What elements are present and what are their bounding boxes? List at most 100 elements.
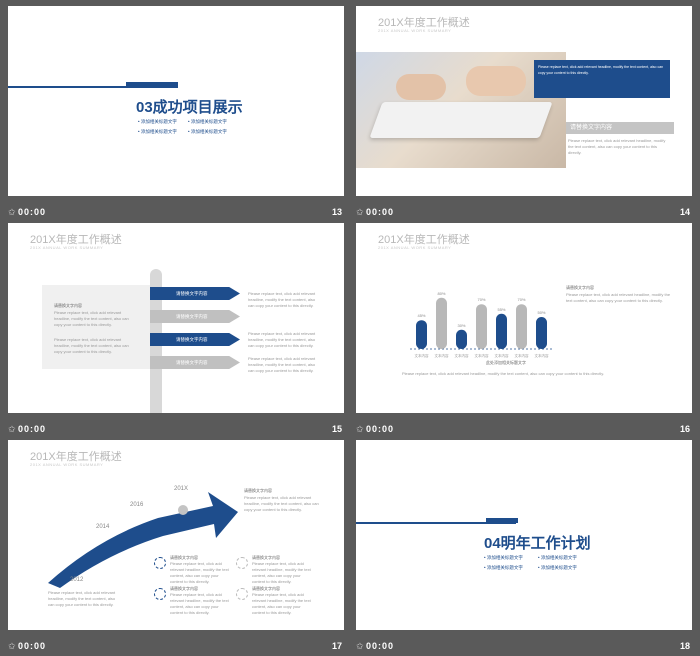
body-text: Please replace text, click add relevant … [54, 337, 129, 354]
side-heading: 请替换文字内容 [566, 285, 594, 290]
star-icon: ✩ [8, 207, 16, 217]
star-icon: ✩ [8, 641, 16, 651]
slide-title: 201X年度工作概述 [30, 451, 122, 463]
body-text: Please replace text, click add relevant … [252, 561, 311, 584]
slide-number: 14 [679, 207, 690, 217]
bar-chart: 45% 文本内容 80% 文本内容 30% 文本内容 70% 文本内容 55% 文本内容 70% 文本… [410, 291, 552, 358]
slide-13[interactable]: 03成功项目展示 • 添加相关标题文字 • 添加相关标题文字 • 添加相关标题文… [8, 6, 344, 196]
section-title: 04明年工作计划 [484, 535, 591, 552]
slide-footer: ✩ 00:00 13 [8, 203, 344, 222]
slide-footer: ✩ 00:00 17 [8, 637, 344, 656]
data-label: 55% [497, 307, 505, 312]
slide-timing: 00:00 [366, 641, 395, 651]
slide-title: 201X年度工作概述 [378, 17, 470, 29]
year-label: 2012 [70, 577, 84, 583]
item-heading: 请替换文字内容 [244, 488, 272, 493]
text-box-blue: Please replace text, click add relevant … [534, 60, 670, 98]
body-text: Please replace text, click add relevant … [538, 65, 664, 75]
bar [536, 317, 547, 349]
accent-bar [126, 82, 178, 87]
item-heading: 请替换文字内容 [252, 586, 280, 591]
slide-footer: ✩ 00:00 18 [356, 637, 692, 656]
slide-17[interactable]: 201X年度工作概述 201X ANNUAL WORK SUMMARY 2012… [8, 440, 344, 630]
slide-footer: ✩ 00:00 15 [8, 420, 344, 439]
star-icon: ✩ [356, 641, 364, 651]
slide-18[interactable]: 04明年工作计划 • 添加相关标题文字 • 添加相关标题文字 • 添加相关标题文… [356, 440, 692, 630]
body-text: Please replace text, click add relevant … [402, 371, 605, 376]
bar [516, 304, 527, 349]
item-heading: 请替换文字内容 [252, 555, 280, 560]
body-text: Please replace text, click add relevant … [248, 356, 316, 373]
bullet-item: • 添加相关标题文字 [484, 565, 523, 570]
bar [476, 304, 487, 349]
bar [456, 329, 467, 349]
gear-icon [236, 588, 248, 600]
slide-title: 201X年度工作概述 [378, 234, 470, 246]
category-label: 文本内容 [435, 353, 449, 358]
growth-arrow [48, 492, 238, 588]
panel-heading: 请替换文字内容 [54, 303, 82, 308]
body-text: Please replace text, click add relevant … [566, 292, 671, 303]
item-heading: 请替换文字内容 [170, 555, 198, 560]
sign-arrow: 请替换文字内容 [150, 310, 240, 323]
bullet-item: • 添加相关标题文字 [188, 129, 227, 134]
slide-footer: ✩ 00:00 14 [356, 203, 692, 222]
slide-16[interactable]: 201X年度工作概述 201X ANNUAL WORK SUMMARY 45% 文… [356, 223, 692, 413]
year-label: 201X [174, 486, 189, 492]
data-label: 45% [417, 313, 425, 318]
slide-timing: 00:00 [18, 641, 47, 651]
star-icon: ✩ [8, 424, 16, 434]
body-text: Please replace text, click add relevant … [54, 310, 129, 327]
slide-timing: 00:00 [18, 207, 47, 217]
body-text: Please replace text, click add relevant … [170, 561, 229, 584]
data-label: 70% [477, 297, 485, 302]
slide-number: 16 [679, 424, 690, 434]
slide-15[interactable]: 201X年度工作概述 201X ANNUAL WORK SUMMARY 请替换文… [8, 223, 344, 413]
gear-icon [236, 557, 248, 569]
gear-icon [154, 588, 166, 600]
left-panel: 请替换文字内容 Please replace text, click add r… [42, 285, 150, 369]
bar [416, 320, 427, 349]
item-heading: 请替换文字内容 [170, 586, 198, 591]
slide-timing: 00:00 [366, 207, 395, 217]
slide-footer: ✩ 00:00 16 [356, 420, 692, 439]
data-label: 70% [517, 297, 525, 302]
slide-subtitle: 201X ANNUAL WORK SUMMARY [30, 462, 104, 467]
hand-shape [466, 66, 526, 96]
body-text: Please replace text, click add relevant … [568, 138, 666, 155]
caption-box: 请替换文字内容 [566, 122, 674, 134]
slide-number: 15 [331, 424, 342, 434]
year-label: 2016 [130, 502, 144, 508]
slide-timing: 00:00 [18, 424, 47, 434]
body-text: Please replace text, click add relevant … [244, 495, 319, 512]
bullet-item: • 添加相关标题文字 [138, 119, 177, 124]
slide-subtitle: 201X ANNUAL WORK SUMMARY [30, 245, 104, 250]
category-label: 文本内容 [515, 353, 529, 358]
section-title: 03成功项目展示 [136, 99, 243, 116]
slide-title: 201X年度工作概述 [30, 234, 122, 246]
body-text: Please replace text, click add relevant … [48, 590, 116, 607]
accent-bar [486, 518, 518, 523]
slide-14[interactable]: 201X年度工作概述 201X ANNUAL WORK SUMMARY Plea… [356, 6, 692, 196]
slide-number: 13 [331, 207, 342, 217]
category-label: 文本内容 [535, 353, 549, 358]
body-text: Please replace text, click add relevant … [248, 291, 316, 308]
category-label: 文本内容 [455, 353, 469, 358]
body-text: Please replace text, click add relevant … [170, 592, 229, 615]
bullet-item: • 添加相关标题文字 [538, 565, 577, 570]
bullet-item: • 添加相关标题文字 [538, 555, 577, 560]
bar [436, 297, 447, 349]
body-text: Please replace text, click add relevant … [252, 592, 311, 615]
star-icon: ✩ [356, 207, 364, 217]
divider-line [356, 522, 516, 524]
chart-caption: 此处添加相关标题文字 [486, 360, 526, 365]
bullet-item: • 添加相关标题文字 [188, 119, 227, 124]
bullet-item: • 添加相关标题文字 [138, 129, 177, 134]
data-label: 50% [537, 310, 545, 315]
sign-arrow: 请替换文字内容 [150, 356, 240, 369]
keyboard-photo [356, 52, 566, 168]
star-icon: ✩ [356, 424, 364, 434]
slide-number: 18 [679, 641, 690, 651]
gear-icon [154, 557, 166, 569]
keyboard-shape [369, 102, 553, 138]
